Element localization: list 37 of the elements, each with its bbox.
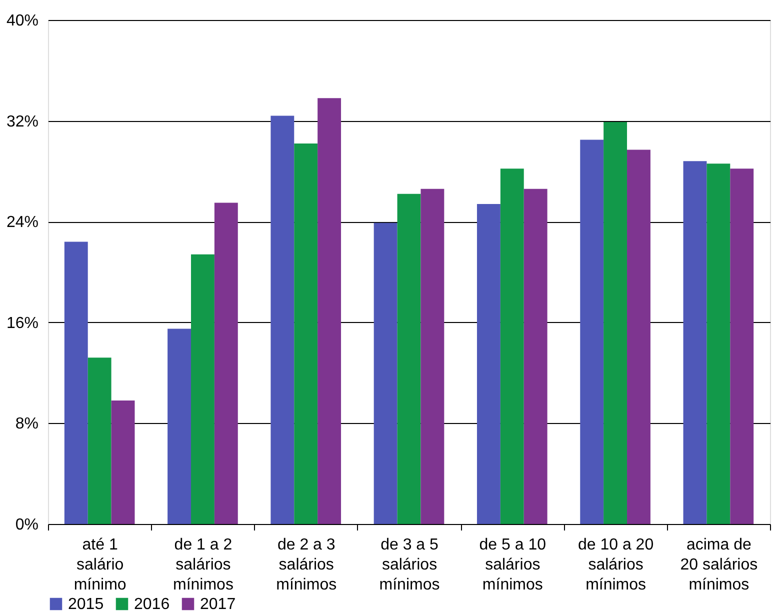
y-tick-label: 8% <box>15 416 38 433</box>
bar <box>706 164 730 524</box>
bar <box>524 188 548 524</box>
bar <box>190 254 214 524</box>
bar <box>397 194 421 524</box>
x-tick-label: de 10 a 20 salários mínimos <box>578 536 654 594</box>
legend-label: 2017 <box>200 596 236 613</box>
y-tick-label: 32% <box>6 113 38 130</box>
x-tick-label: de 2 a 3 salários mínimos <box>276 536 337 594</box>
legend-label: 2016 <box>134 596 170 613</box>
bar <box>64 242 88 524</box>
x-tick-label: de 3 a 5 salários mínimos <box>379 536 440 594</box>
bar <box>580 140 604 524</box>
bar <box>730 168 754 524</box>
bar <box>604 122 628 524</box>
x-tick-label: de 5 a 10 salários mínimos <box>479 536 546 594</box>
bar <box>270 116 294 524</box>
y-tick-label: 16% <box>6 314 38 332</box>
bar <box>500 168 524 524</box>
bar <box>111 400 135 524</box>
bar <box>168 328 191 524</box>
y-tick-label: 0% <box>15 516 38 534</box>
x-tick-label: de 1 a 2 salários mínimos <box>172 536 234 594</box>
bar <box>318 98 342 524</box>
bar <box>88 358 112 524</box>
bar <box>294 143 318 524</box>
bar <box>214 202 238 524</box>
bar <box>683 161 707 524</box>
legend-label: 2015 <box>68 596 104 613</box>
bar <box>374 222 398 524</box>
x-tick-label: acima de 20 salários mínimos <box>680 536 758 594</box>
y-tick-label: 24% <box>6 214 38 232</box>
bar <box>627 150 650 524</box>
bar <box>420 188 444 524</box>
bar <box>476 204 500 524</box>
x-tick-label: até 1 salário mínimo <box>74 536 126 594</box>
y-tick-label: 40% <box>6 12 38 30</box>
